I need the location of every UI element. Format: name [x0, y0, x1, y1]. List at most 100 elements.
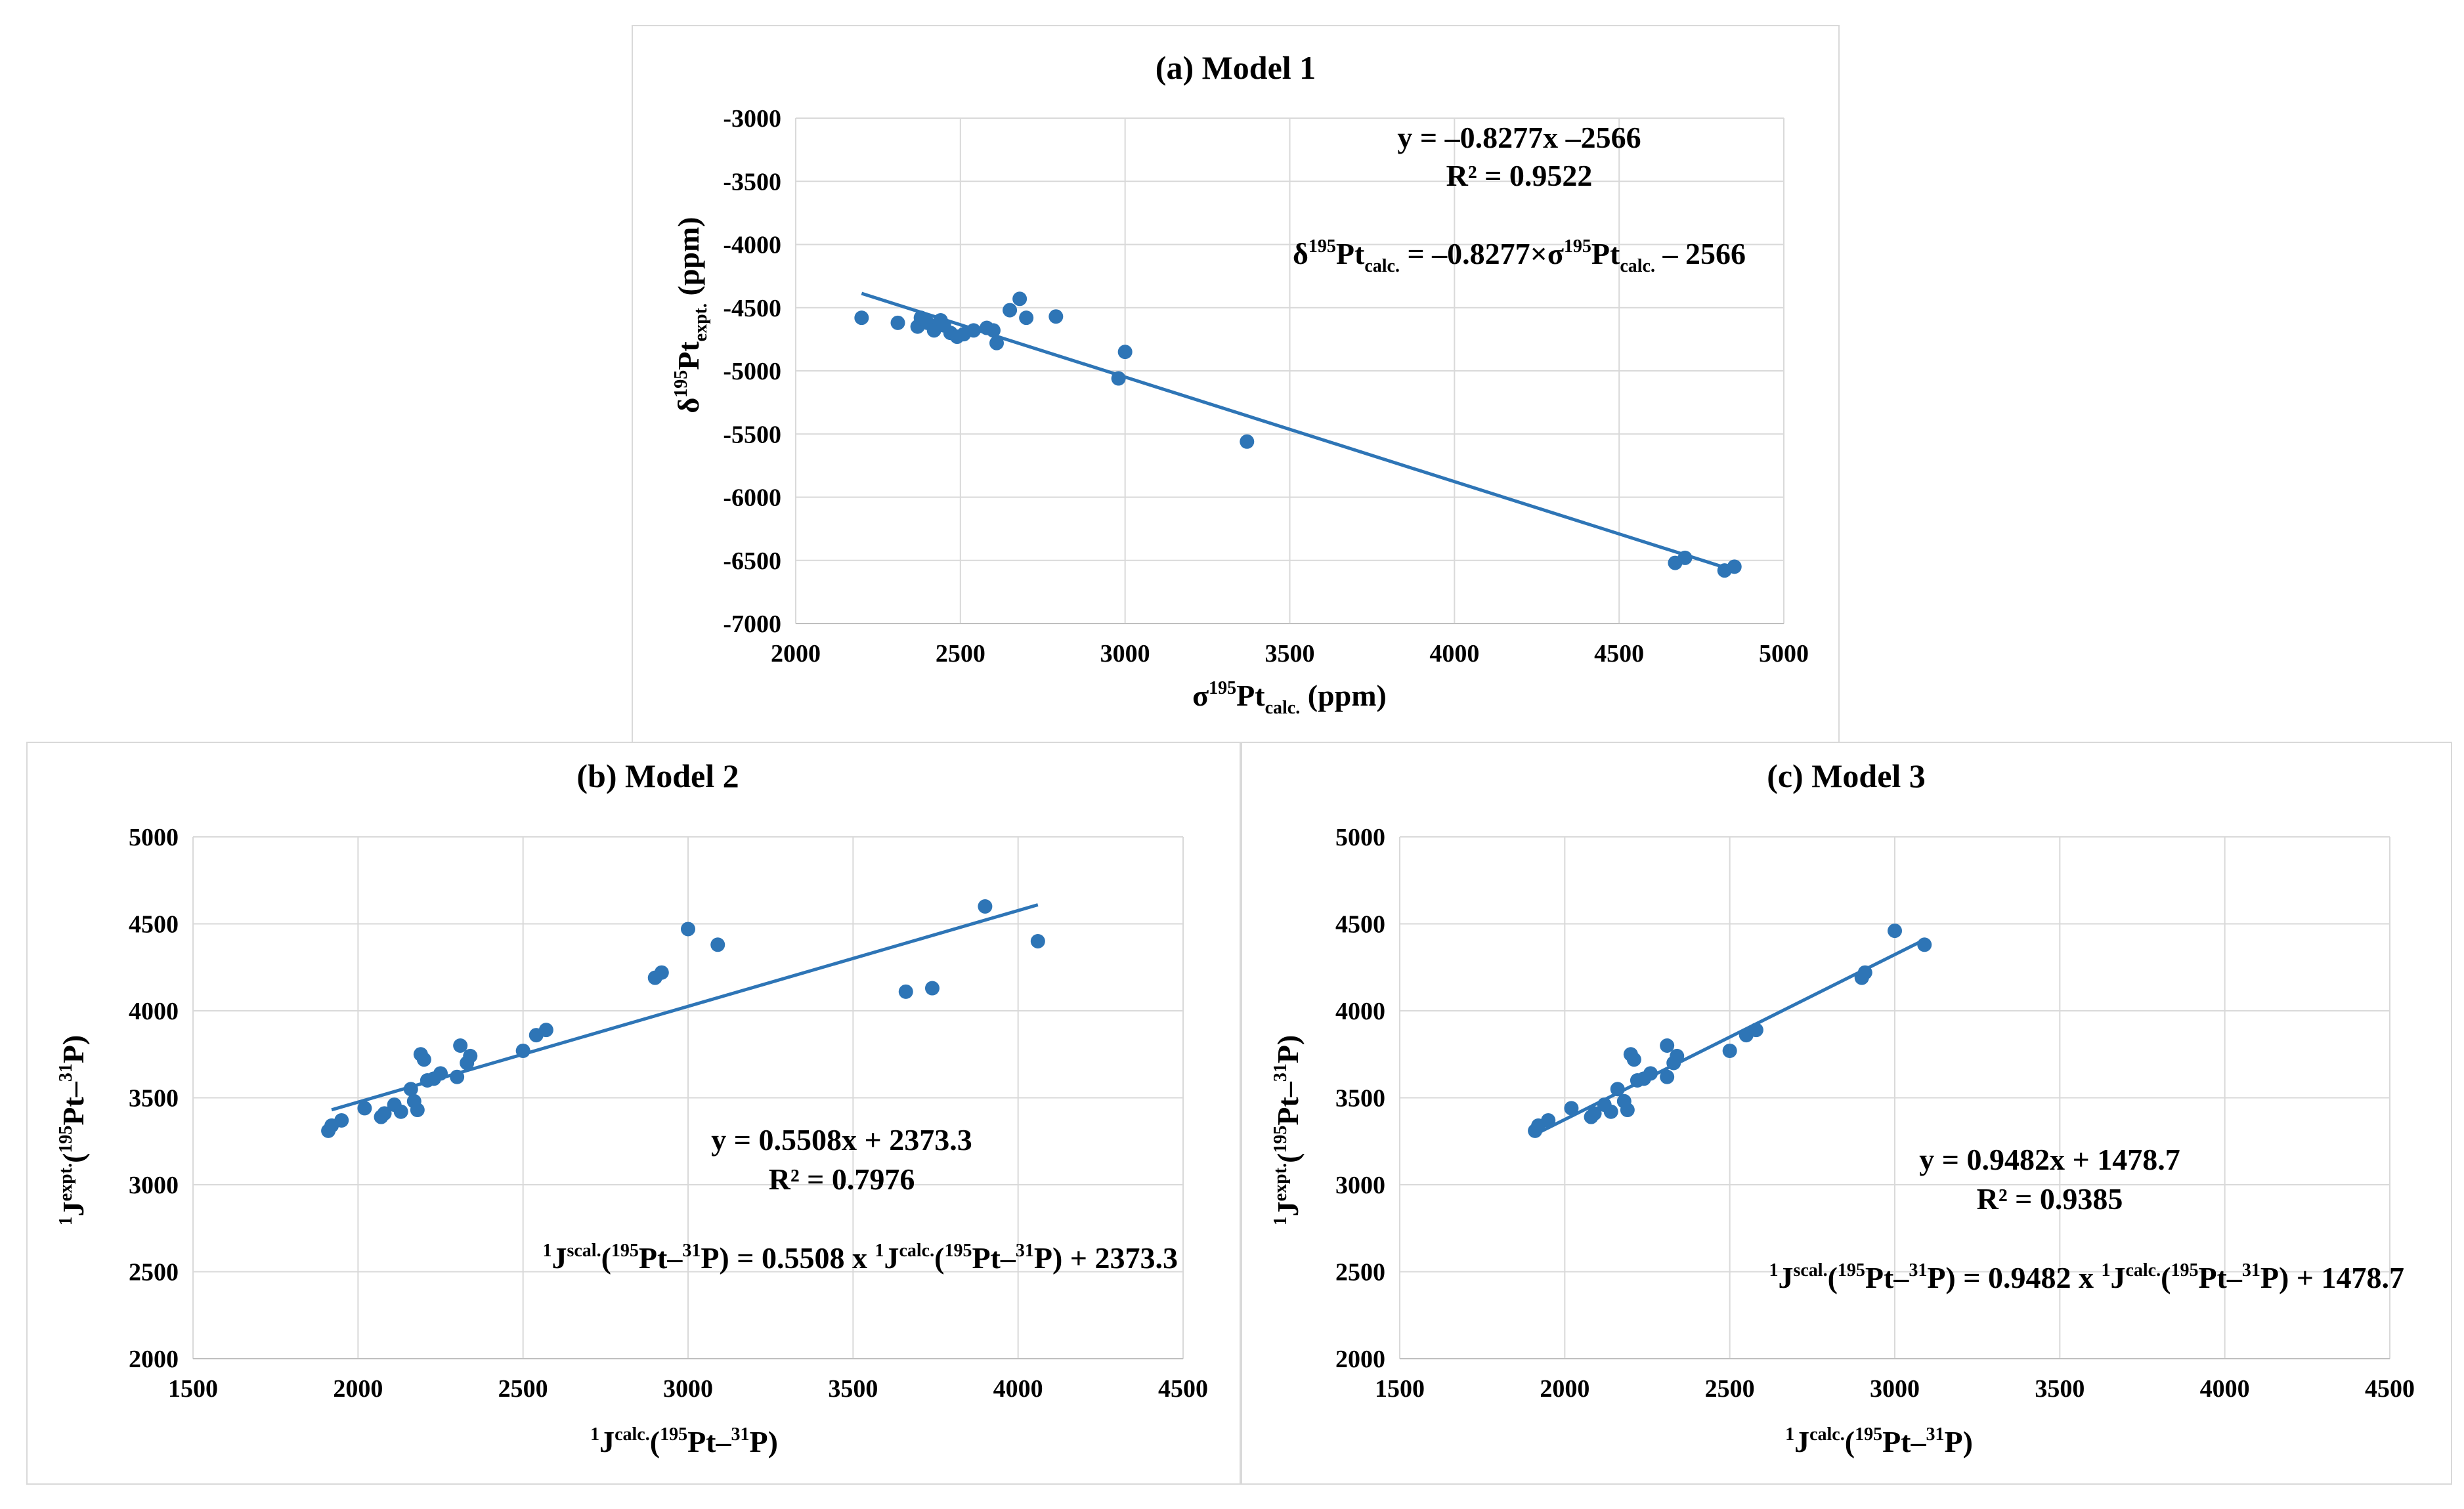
data-point	[1111, 371, 1126, 386]
calibration-equation: 1Jscal.(195Pt–31P) = 0.5508 x 1Jcalc.(19…	[542, 1241, 1178, 1275]
data-point	[890, 315, 905, 330]
y-tick-label: -6500	[723, 547, 781, 575]
data-point	[393, 1104, 408, 1119]
data-point	[1660, 1069, 1675, 1084]
data-point	[898, 984, 913, 999]
calibration-equation: δ195Ptcalc. = –0.8277×σ195Ptcalc. – 2566	[1293, 236, 1746, 276]
x-tick-label: 3000	[1100, 640, 1150, 668]
x-tick-label: 4000	[993, 1375, 1043, 1403]
y-tick-label: 3500	[1335, 1085, 1385, 1113]
x-tick-label: 2000	[1540, 1375, 1589, 1403]
data-point	[377, 1106, 392, 1121]
data-point	[1727, 559, 1742, 574]
data-point	[1240, 434, 1255, 449]
x-tick-label: 2500	[936, 640, 985, 668]
y-tick-label: 2000	[1335, 1346, 1385, 1373]
data-point	[854, 310, 869, 326]
x-axis-label: 1Jcalc.(195Pt–31P)	[590, 1424, 778, 1458]
data-point	[978, 899, 993, 914]
y-tick-label: -6000	[723, 484, 781, 512]
y-tick-label: 4500	[1335, 911, 1385, 939]
regression-equation: y = –0.8277x –2566	[1397, 121, 1641, 154]
y-axis-label: 1Jexpt.(195Pt–31P)	[1270, 1035, 1305, 1226]
data-point	[1003, 303, 1018, 318]
chart-title: (a) Model 1	[1156, 49, 1316, 86]
chart-model-3: (c) Model 3 1500 2000 2500 3000 3500 4000 4500…	[1270, 757, 2415, 1458]
data-point	[1030, 934, 1045, 948]
data-point	[1643, 1066, 1658, 1081]
y-tick-label: 3500	[129, 1085, 179, 1113]
data-point	[416, 1052, 431, 1067]
plot-area: 2000 2500 3000 3500 4000 4500 5000 -3000 -3500 -4…	[723, 105, 1809, 668]
y-tick-label: -4500	[723, 295, 781, 322]
data-point	[1019, 310, 1034, 326]
y-tick-label: 3000	[1335, 1172, 1385, 1199]
x-tick-label: 4500	[1594, 640, 1644, 668]
x-tick-label: 3000	[663, 1375, 713, 1403]
data-point	[1626, 1052, 1641, 1067]
data-point	[463, 1048, 478, 1063]
y-tick-label: 2000	[129, 1346, 179, 1373]
x-tick-label: 3500	[828, 1375, 878, 1403]
data-point	[357, 1101, 372, 1116]
data-point	[1857, 965, 1872, 980]
y-tick-label: 2500	[1335, 1259, 1385, 1286]
y-tick-label: 4500	[129, 911, 179, 939]
chart-title: (c) Model 3	[1767, 757, 1926, 794]
x-tick-label: 1500	[1375, 1375, 1425, 1403]
x-axis-label: 1Jcalc.(195Pt–31P)	[1785, 1424, 1973, 1458]
data-point	[924, 981, 940, 996]
data-point	[1917, 937, 1932, 952]
y-axis-label: δ195Ptexpt. (ppm)	[671, 217, 711, 413]
data-point	[1722, 1043, 1737, 1058]
y-tick-label: -3500	[723, 168, 781, 196]
x-axis-label: σ195Ptcalc. (ppm)	[1192, 678, 1387, 718]
data-point	[403, 1082, 418, 1097]
data-point	[681, 922, 695, 937]
r-squared: R² = 0.9522	[1446, 159, 1593, 192]
r-squared: R² = 0.9385	[1977, 1182, 2123, 1216]
y-tick-label: -3000	[723, 105, 781, 133]
panel-model-1: (a) Model 1 2000 2500 3000 3500 4000 4500 5000…	[632, 25, 1840, 747]
y-tick-label: -5000	[723, 358, 781, 385]
x-tick-label: 2000	[333, 1375, 383, 1403]
data-point	[1888, 924, 1902, 939]
x-tick-label: 5000	[1759, 640, 1809, 668]
y-tick-label: 5000	[1335, 824, 1385, 851]
data-point	[433, 1066, 448, 1081]
data-point	[1620, 1103, 1635, 1118]
panel-model-3: (c) Model 3 1500 2000 2500 3000 3500 4000 4500…	[1241, 742, 2452, 1485]
data-point	[1541, 1113, 1556, 1128]
data-point	[1117, 345, 1133, 360]
y-tick-label: 2500	[129, 1259, 179, 1286]
y-tick-label: 5000	[129, 824, 179, 851]
data-point	[1660, 1038, 1675, 1053]
data-point	[1603, 1104, 1618, 1119]
data-point	[654, 965, 669, 980]
calibration-equation: 1Jscal.(195Pt–31P) = 0.9482 x 1Jcalc.(19…	[1769, 1260, 2404, 1294]
x-tick-label: 2000	[771, 640, 821, 668]
data-point	[1048, 309, 1064, 324]
chart-model-2: (b) Model 2 1500 2000 2500 3000 3500 4000 4500…	[56, 757, 1208, 1458]
chart-title: (b) Model 2	[576, 757, 739, 794]
y-tick-label: 3000	[129, 1172, 179, 1199]
x-tick-label: 4500	[1158, 1375, 1208, 1403]
r-squared: R² = 0.7976	[769, 1162, 915, 1196]
y-tick-label: 4000	[1335, 998, 1385, 1025]
y-axis-label: 1Jexpt.(195Pt–31P)	[56, 1035, 90, 1226]
x-tick-label: 4500	[2365, 1375, 2415, 1403]
data-point	[710, 937, 725, 952]
regression-equation: y = 0.5508x + 2373.3	[711, 1123, 972, 1157]
data-point	[1748, 1023, 1763, 1038]
data-point	[986, 323, 1001, 338]
y-tick-label: -4000	[723, 232, 781, 259]
data-point	[1610, 1082, 1625, 1097]
x-tick-label: 3000	[1870, 1375, 1920, 1403]
data-point	[410, 1103, 425, 1118]
plot-area: 1500 2000 2500 3000 3500 4000 4500200025003000…	[129, 824, 1208, 1403]
x-tick-label: 4000	[2200, 1375, 2250, 1403]
data-point	[989, 335, 1005, 351]
x-tick-label: 2500	[1705, 1375, 1755, 1403]
y-tick-label: -7000	[723, 610, 781, 638]
data-point	[1587, 1106, 1602, 1121]
